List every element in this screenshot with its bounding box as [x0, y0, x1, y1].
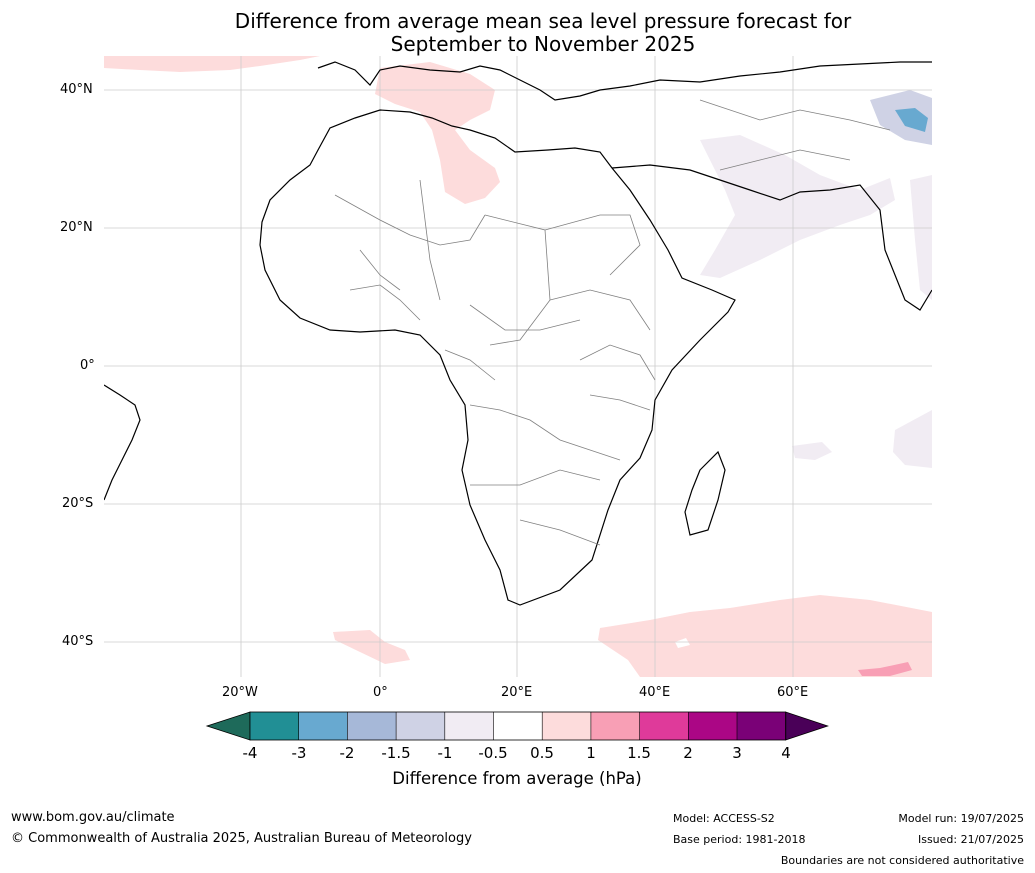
- positive-anomaly-southern-ocean: [598, 595, 932, 677]
- positive-anomaly-north-atlantic: [104, 56, 320, 72]
- positive-anomaly-southern-ocean-core: [858, 662, 912, 676]
- negative-anomaly-arabian-sea: [700, 135, 895, 278]
- map-frame: [104, 56, 932, 677]
- legend-label: 3: [732, 744, 742, 762]
- footer-disclaimer: Boundaries are not considered authoritat…: [780, 854, 1024, 867]
- anomaly-shading: [104, 56, 932, 677]
- footer-model: Model: ACCESS-S2: [673, 812, 775, 825]
- negative-anomaly-small: [792, 442, 832, 460]
- lon-tick-40e: 40°E: [639, 685, 671, 700]
- footer-base-period: Base period: 1981-2018: [673, 833, 806, 846]
- footer-copyright: © Commonwealth of Australia 2025, Austra…: [11, 831, 472, 846]
- island-patch: [675, 638, 690, 648]
- country-borders: [334, 99, 891, 546]
- europe-coastline: [317, 61, 932, 101]
- legend-label: -1.5: [381, 744, 411, 762]
- legend-label: -2: [339, 744, 355, 762]
- lat-tick-40n: 40°N: [60, 82, 93, 97]
- legend-label: -0.5: [478, 744, 508, 762]
- lon-tick-20e: 20°E: [501, 685, 533, 700]
- legend-label: -3: [291, 744, 307, 762]
- legend-label: 0.5: [530, 744, 554, 762]
- legend-label: 1.5: [627, 744, 651, 762]
- lat-tick-0: 0°: [80, 358, 95, 373]
- title-line-2: September to November 2025: [390, 32, 696, 56]
- south-america-coastline: [104, 384, 141, 501]
- lon-tick-20w: 20°W: [222, 685, 258, 700]
- graticule: [104, 56, 932, 677]
- legend-label: -4: [242, 744, 258, 762]
- lat-tick-40s: 40°S: [62, 634, 94, 649]
- coastlines: [104, 61, 932, 606]
- legend-label: -1: [437, 744, 453, 762]
- title-line-1: Difference from average mean sea level p…: [234, 9, 852, 33]
- positive-anomaly-western-mediterranean: [375, 62, 500, 204]
- negative-anomaly-india: [910, 175, 932, 300]
- africa-coastline: [259, 109, 736, 606]
- legend-label: 2: [683, 744, 693, 762]
- footer-url[interactable]: www.bom.gov.au/climate: [11, 810, 175, 825]
- legend-title: Difference from average (hPa): [392, 769, 642, 788]
- madagascar-coastline: [684, 450, 726, 536]
- legend-label: 4: [781, 744, 791, 762]
- arabia-coastline: [611, 164, 932, 311]
- positive-anomaly-south-atlantic: [333, 630, 410, 664]
- negative-anomaly-himalaya-core: [895, 108, 928, 132]
- footer-model-run: Model run: 19/07/2025: [898, 812, 1024, 825]
- legend-label: 1: [586, 744, 596, 762]
- lon-tick-60e: 60°E: [777, 685, 809, 700]
- map-title: Difference from average mean sea level p…: [0, 10, 1035, 56]
- lat-tick-20n: 20°N: [60, 220, 93, 235]
- lat-tick-20s: 20°S: [62, 496, 94, 511]
- footer-issued: Issued: 21/07/2025: [917, 833, 1024, 846]
- negative-anomaly-southern-indian-ocean: [893, 410, 932, 468]
- lon-tick-0: 0°: [373, 685, 388, 700]
